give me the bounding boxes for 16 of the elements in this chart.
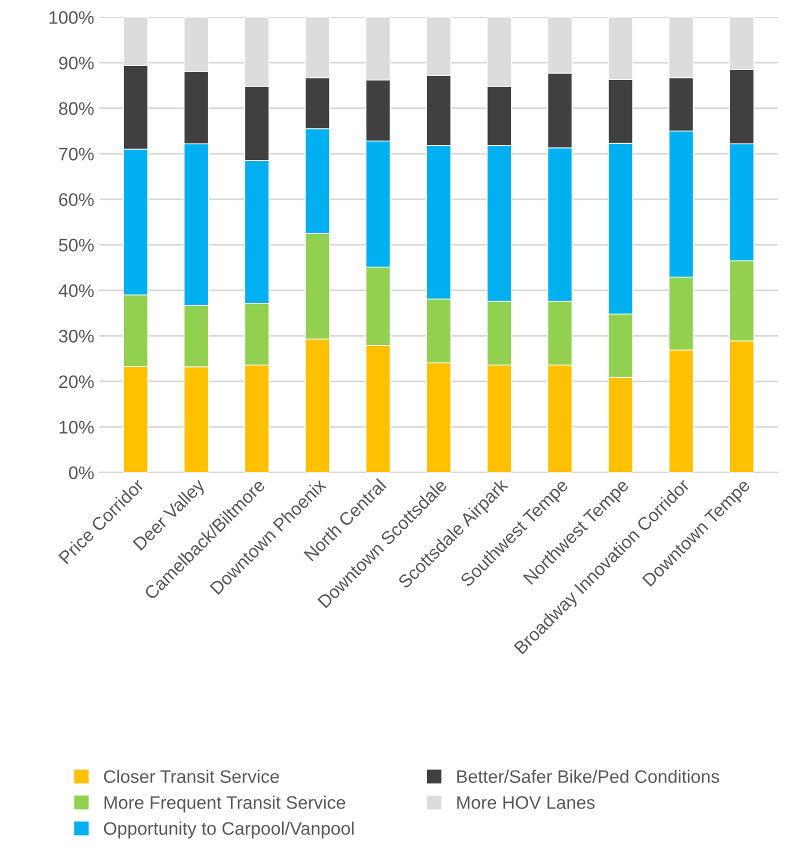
legend-label: Opportunity to Carpool/Vanpool xyxy=(104,822,354,838)
y-tick-label: 100% xyxy=(50,11,94,24)
y-tick-label: 20% xyxy=(59,375,94,388)
legend-label: Closer Transit Service xyxy=(104,770,279,783)
y-tick-label: 90% xyxy=(59,56,94,70)
y-tick-label: 40% xyxy=(58,284,94,298)
y-tick-label: 30% xyxy=(58,330,94,343)
y-tick-label: 60% xyxy=(59,193,94,206)
y-tick-label: 0% xyxy=(69,466,94,480)
legend-label: Better/Safer Bike/Ped Conditions xyxy=(457,770,720,783)
legend-label: More HOV Lanes xyxy=(457,796,595,809)
legend-label: More Frequent Transit Service xyxy=(104,796,346,812)
y-tick-label: 10% xyxy=(60,420,94,434)
y-tick-label: 70% xyxy=(59,148,94,160)
y-tick-label: 80% xyxy=(59,102,94,115)
y-tick-label: 50% xyxy=(58,238,94,252)
